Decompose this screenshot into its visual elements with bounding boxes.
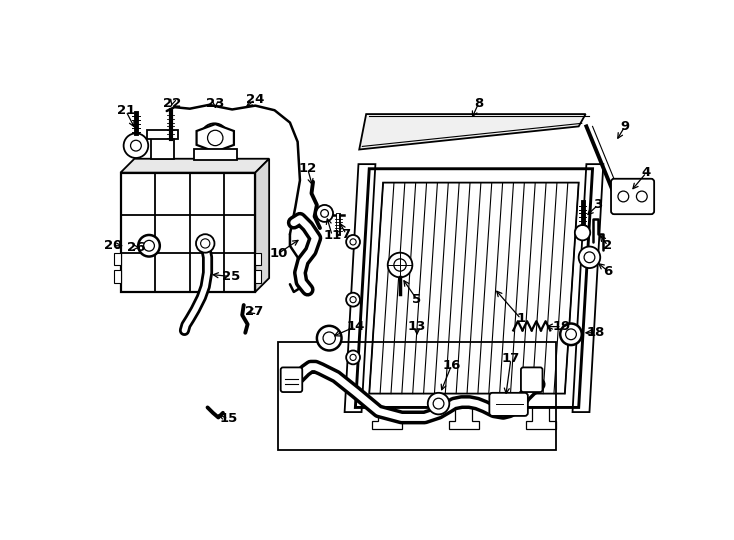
Text: 18: 18 bbox=[586, 326, 605, 339]
Circle shape bbox=[196, 234, 214, 253]
Text: 19: 19 bbox=[553, 320, 571, 333]
Circle shape bbox=[346, 293, 360, 307]
Text: 13: 13 bbox=[408, 320, 426, 333]
Text: 23: 23 bbox=[206, 97, 225, 110]
Text: 5: 5 bbox=[413, 293, 421, 306]
Circle shape bbox=[346, 350, 360, 365]
Text: 12: 12 bbox=[299, 162, 317, 176]
Circle shape bbox=[578, 247, 600, 268]
Circle shape bbox=[316, 205, 333, 222]
Text: 6: 6 bbox=[603, 265, 613, 278]
Text: 21: 21 bbox=[117, 105, 135, 118]
Text: 10: 10 bbox=[269, 247, 288, 260]
Polygon shape bbox=[255, 159, 269, 292]
Bar bbox=[278, 342, 556, 450]
Text: 25: 25 bbox=[222, 270, 240, 283]
Text: 11: 11 bbox=[323, 230, 341, 242]
Circle shape bbox=[208, 130, 223, 146]
Text: 24: 24 bbox=[246, 93, 264, 106]
Text: 3: 3 bbox=[593, 198, 603, 212]
Text: 16: 16 bbox=[443, 359, 461, 372]
Polygon shape bbox=[197, 124, 234, 152]
Circle shape bbox=[428, 393, 449, 414]
Circle shape bbox=[346, 235, 360, 249]
Polygon shape bbox=[120, 159, 269, 173]
Polygon shape bbox=[359, 114, 586, 150]
Text: 22: 22 bbox=[163, 97, 181, 110]
Text: 9: 9 bbox=[620, 120, 630, 133]
Bar bbox=[115, 253, 120, 265]
Circle shape bbox=[388, 253, 413, 278]
Text: 20: 20 bbox=[103, 239, 122, 252]
Bar bbox=[194, 148, 237, 159]
Bar bbox=[120, 173, 255, 292]
Text: 4: 4 bbox=[642, 166, 651, 179]
FancyBboxPatch shape bbox=[280, 367, 302, 392]
Circle shape bbox=[575, 225, 590, 240]
Text: 26: 26 bbox=[127, 241, 145, 254]
Text: 7: 7 bbox=[341, 228, 351, 241]
Text: 15: 15 bbox=[219, 413, 238, 426]
Circle shape bbox=[200, 123, 228, 151]
Bar bbox=[115, 271, 120, 283]
Text: 8: 8 bbox=[474, 97, 483, 110]
Bar bbox=[255, 271, 261, 283]
Bar bbox=[255, 253, 261, 265]
Text: 17: 17 bbox=[502, 353, 520, 366]
Bar bbox=[151, 132, 175, 159]
Text: 2: 2 bbox=[603, 239, 612, 252]
Text: 1: 1 bbox=[517, 313, 526, 326]
FancyBboxPatch shape bbox=[490, 393, 528, 416]
Text: 27: 27 bbox=[244, 305, 263, 318]
Bar bbox=[206, 142, 225, 159]
Circle shape bbox=[560, 323, 582, 345]
FancyBboxPatch shape bbox=[611, 179, 654, 214]
Bar bbox=[148, 130, 178, 139]
Circle shape bbox=[123, 133, 148, 158]
Circle shape bbox=[317, 326, 341, 350]
Text: 14: 14 bbox=[346, 320, 365, 333]
FancyBboxPatch shape bbox=[521, 367, 542, 392]
Circle shape bbox=[138, 235, 160, 256]
